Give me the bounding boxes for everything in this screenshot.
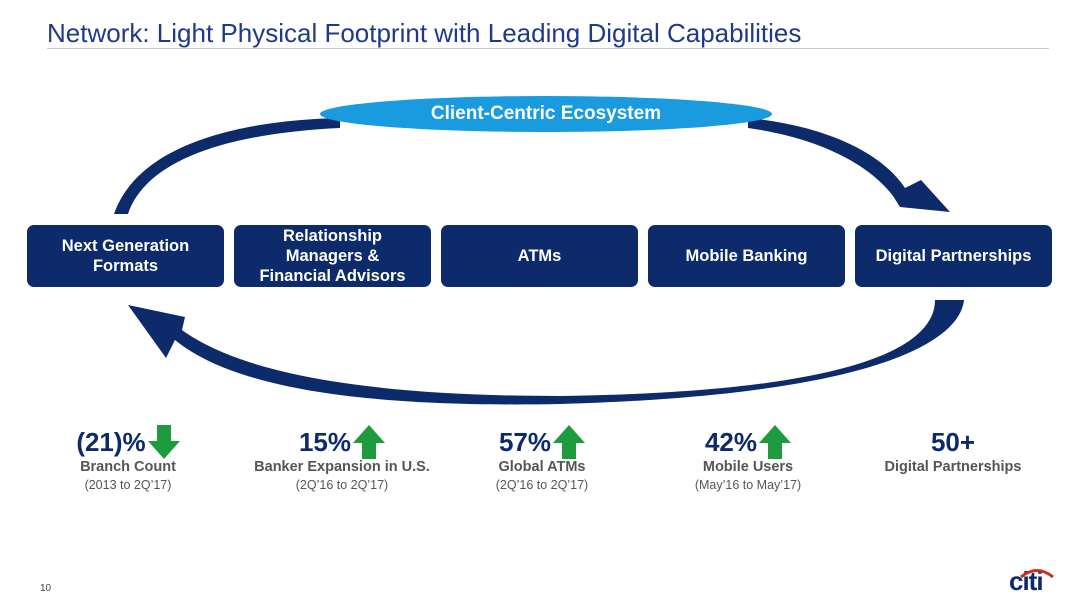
stat-label: Banker Expansion in U.S. — [254, 459, 430, 475]
stat-label: Branch Count — [80, 459, 176, 475]
channel-digital-partnerships: Digital Partnerships — [855, 225, 1052, 287]
up-arrow-icon — [353, 425, 386, 459]
stat-value: 15% — [298, 426, 352, 457]
stat-label: Mobile Users — [702, 459, 794, 475]
stat-mobile-users: 42% Mobile Users (May’16 to May’17) — [638, 422, 858, 492]
stat-banker-expansion: 15% Banker Expansion in U.S. (2Q’16 to 2… — [232, 422, 452, 492]
stat-label: Digital Partnerships — [884, 459, 1022, 475]
channel-line: Formats — [92, 257, 159, 275]
channel-line: Financial Advisors — [259, 267, 406, 285]
stat-label: Global ATMs — [498, 459, 586, 475]
page-title: Network: Light Physical Footprint with L… — [47, 18, 802, 48]
logo-arc-icon — [1020, 569, 1054, 578]
title-divider — [47, 48, 1049, 49]
channel-line: Relationship — [282, 227, 382, 245]
stat-value: 42% — [704, 426, 758, 457]
channel-line: Managers & — [285, 247, 380, 265]
stat-value: 57% — [498, 426, 552, 457]
up-arrow-icon — [759, 425, 792, 459]
stat-value: (21)% — [76, 426, 146, 457]
channel-atms: ATMs — [441, 225, 638, 287]
stat-period: (2013 to 2Q’17) — [84, 478, 172, 492]
stat-branch-count: (21)% Branch Count (2013 to 2Q’17) — [18, 422, 238, 492]
top-right-arc — [748, 118, 950, 212]
stat-digital-partnerships: 50+ Digital Partnerships — [843, 422, 1063, 476]
up-arrow-icon — [553, 425, 586, 459]
stat-period: (2Q’16 to 2Q’17) — [495, 478, 589, 492]
channel-line: Digital Partnerships — [875, 247, 1032, 265]
stat-period: (May’16 to May’17) — [694, 478, 802, 492]
ecosystem-label: Client-Centric Ecosystem — [430, 103, 662, 124]
bottom-arc — [128, 300, 964, 405]
channel-next-generation-formats: Next Generation Formats — [27, 225, 224, 287]
stat-global-atms: 57% Global ATMs (2Q’16 to 2Q’17) — [432, 422, 652, 492]
stat-period: (2Q’16 to 2Q’17) — [295, 478, 389, 492]
down-arrow-icon — [147, 425, 180, 459]
channel-relationship-managers: Relationship Managers & Financial Adviso… — [234, 225, 431, 287]
channel-line: ATMs — [517, 247, 562, 265]
stat-value: 50+ — [930, 426, 976, 457]
top-left-arc — [114, 118, 340, 214]
channel-line: Mobile Banking — [685, 247, 808, 265]
channel-mobile-banking: Mobile Banking — [648, 225, 845, 287]
client-centric-ecosystem: Client-Centric Ecosystem — [320, 96, 772, 132]
channel-line: Next Generation — [61, 237, 190, 255]
page-number: 10 — [40, 583, 52, 594]
